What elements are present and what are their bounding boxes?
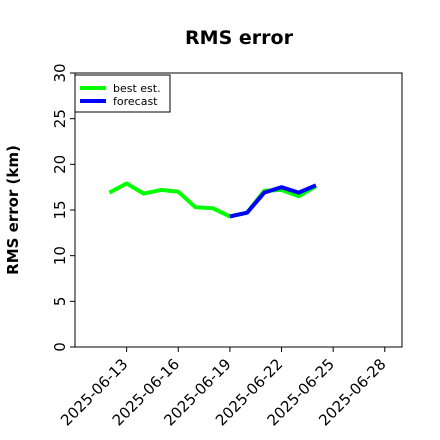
legend-box [74, 74, 171, 113]
y-tick-label: 30 [51, 63, 69, 82]
y-tick-label: 25 [51, 109, 69, 128]
y-tick-label: 20 [51, 155, 69, 174]
y-tick-label: 15 [51, 200, 69, 219]
legend: best est.forecast [74, 74, 171, 113]
series-line-0 [108, 181, 317, 219]
legend-label-0: best est. [113, 82, 161, 95]
y-axis-label: RMS error (km) [4, 145, 22, 275]
y-tick-label: 5 [51, 297, 69, 307]
legend-label-1: forecast [113, 95, 158, 108]
y-tick-label: 0 [51, 342, 69, 352]
chart-title: RMS error [185, 27, 294, 49]
series-line-1 [229, 183, 317, 219]
y-tick-label: 10 [51, 246, 69, 265]
